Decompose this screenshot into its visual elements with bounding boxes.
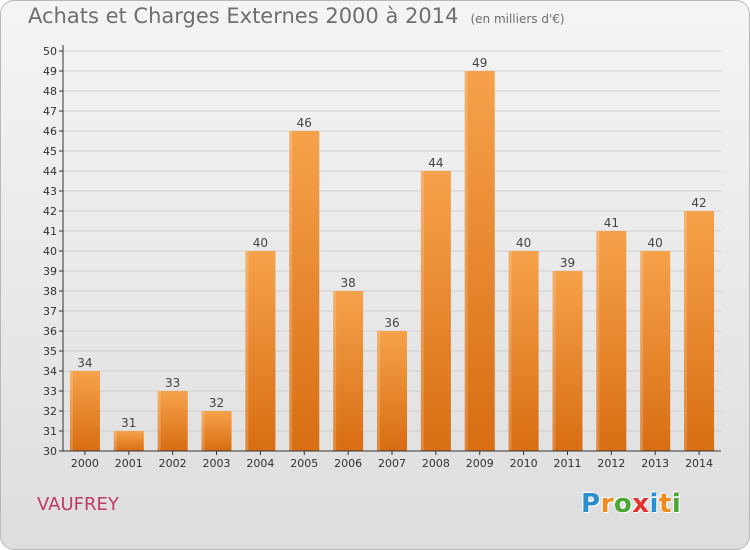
- y-tick-label: 33: [43, 385, 57, 398]
- x-tick-label: 2012: [597, 457, 625, 470]
- bar-2005: [289, 131, 320, 451]
- bar-highlight: [684, 211, 688, 451]
- data-label: 34: [77, 356, 92, 370]
- y-tick-label: 32: [43, 405, 57, 418]
- data-label: 39: [560, 256, 575, 270]
- y-tick-label: 39: [43, 265, 57, 278]
- x-tick-label: 2006: [334, 457, 362, 470]
- y-tick-label: 36: [43, 325, 57, 338]
- bar-2004: [245, 251, 276, 451]
- chart-title: Achats et Charges Externes 2000 à 2014 (e…: [28, 4, 565, 28]
- data-label: 46: [297, 116, 312, 130]
- title-text: Achats et Charges Externes 2000 à 2014: [28, 4, 459, 28]
- bar-highlight: [69, 371, 73, 451]
- y-tick-label: 37: [43, 305, 57, 318]
- bar-highlight: [157, 391, 161, 451]
- y-tick-label: 46: [43, 125, 57, 138]
- y-tick-label: 30: [43, 445, 57, 458]
- y-tick-label: 48: [43, 85, 57, 98]
- y-tick-label: 38: [43, 285, 57, 298]
- data-label: 31: [121, 416, 136, 430]
- bars: [69, 71, 715, 451]
- x-tick-label: 2009: [466, 457, 494, 470]
- bar-highlight: [464, 71, 468, 451]
- bar-2000: [69, 371, 100, 451]
- x-tick-label: 2007: [378, 457, 406, 470]
- bar-2014: [684, 211, 715, 451]
- x-tick-label: 2004: [246, 457, 274, 470]
- x-tick-label: 2014: [685, 457, 713, 470]
- bar-2011: [552, 271, 583, 451]
- data-label: 33: [165, 376, 180, 390]
- bar-2008: [420, 171, 451, 451]
- bar-highlight: [245, 251, 249, 451]
- bar-highlight: [289, 131, 293, 451]
- y-tick-label: 50: [43, 45, 57, 58]
- data-label: 40: [516, 236, 531, 250]
- x-tick-label: 2003: [203, 457, 231, 470]
- y-tick-label: 40: [43, 245, 57, 258]
- proxiti-logo: Proxiti: [581, 489, 682, 519]
- y-tick-label: 35: [43, 345, 57, 358]
- x-tick-label: 2011: [553, 457, 581, 470]
- bar-highlight: [508, 251, 512, 451]
- data-label: 49: [472, 56, 487, 70]
- y-tick-label: 47: [43, 105, 57, 118]
- bar-highlight: [333, 291, 337, 451]
- x-tick-label: 2000: [71, 457, 99, 470]
- bar-2006: [333, 291, 364, 451]
- y-tick-label: 31: [43, 425, 57, 438]
- bar-2007: [377, 331, 407, 451]
- bar-highlight: [113, 431, 117, 451]
- y-tick-label: 44: [43, 165, 57, 178]
- data-label: 38: [340, 276, 355, 290]
- bar-2009: [464, 71, 495, 451]
- x-tick-label: 2005: [290, 457, 318, 470]
- bar-2010: [508, 251, 539, 451]
- y-tick-label: 49: [43, 65, 57, 78]
- x-tick-label: 2002: [159, 457, 187, 470]
- y-tick-label: 43: [43, 185, 57, 198]
- data-label: 42: [691, 196, 706, 210]
- data-label: 32: [209, 396, 224, 410]
- y-tick-label: 34: [43, 365, 57, 378]
- unit-label: (en milliers d'€): [470, 12, 565, 26]
- bar-2012: [596, 231, 627, 451]
- data-label: 41: [604, 216, 619, 230]
- bar-highlight: [201, 411, 205, 451]
- y-tick-label: 45: [43, 145, 57, 158]
- commune-name: VAUFREY: [37, 494, 119, 515]
- bar-2013: [640, 251, 671, 451]
- bar-2003: [201, 411, 232, 451]
- x-tick-label: 2001: [115, 457, 143, 470]
- bar-2001: [113, 431, 144, 451]
- data-label: 36: [384, 316, 399, 330]
- bar-2002: [157, 391, 188, 451]
- bar-highlight: [552, 271, 556, 451]
- y-tick-label: 42: [43, 205, 57, 218]
- x-tick-label: 2013: [641, 457, 669, 470]
- bar-highlight: [420, 171, 424, 451]
- y-tick-label: 41: [43, 225, 57, 238]
- x-tick-label: 2010: [510, 457, 538, 470]
- bar-highlight: [596, 231, 600, 451]
- data-label: 40: [648, 236, 663, 250]
- data-label: 44: [428, 156, 443, 170]
- bar-highlight: [640, 251, 644, 451]
- data-label: 40: [253, 236, 268, 250]
- x-tick-label: 2008: [422, 457, 450, 470]
- labels: 30 31 32 33 34 35 36 37 38 39 40 41 42 43 44 45 46 47 48 49…: [43, 45, 713, 470]
- bar-highlight: [377, 331, 380, 451]
- axes: [59, 45, 721, 455]
